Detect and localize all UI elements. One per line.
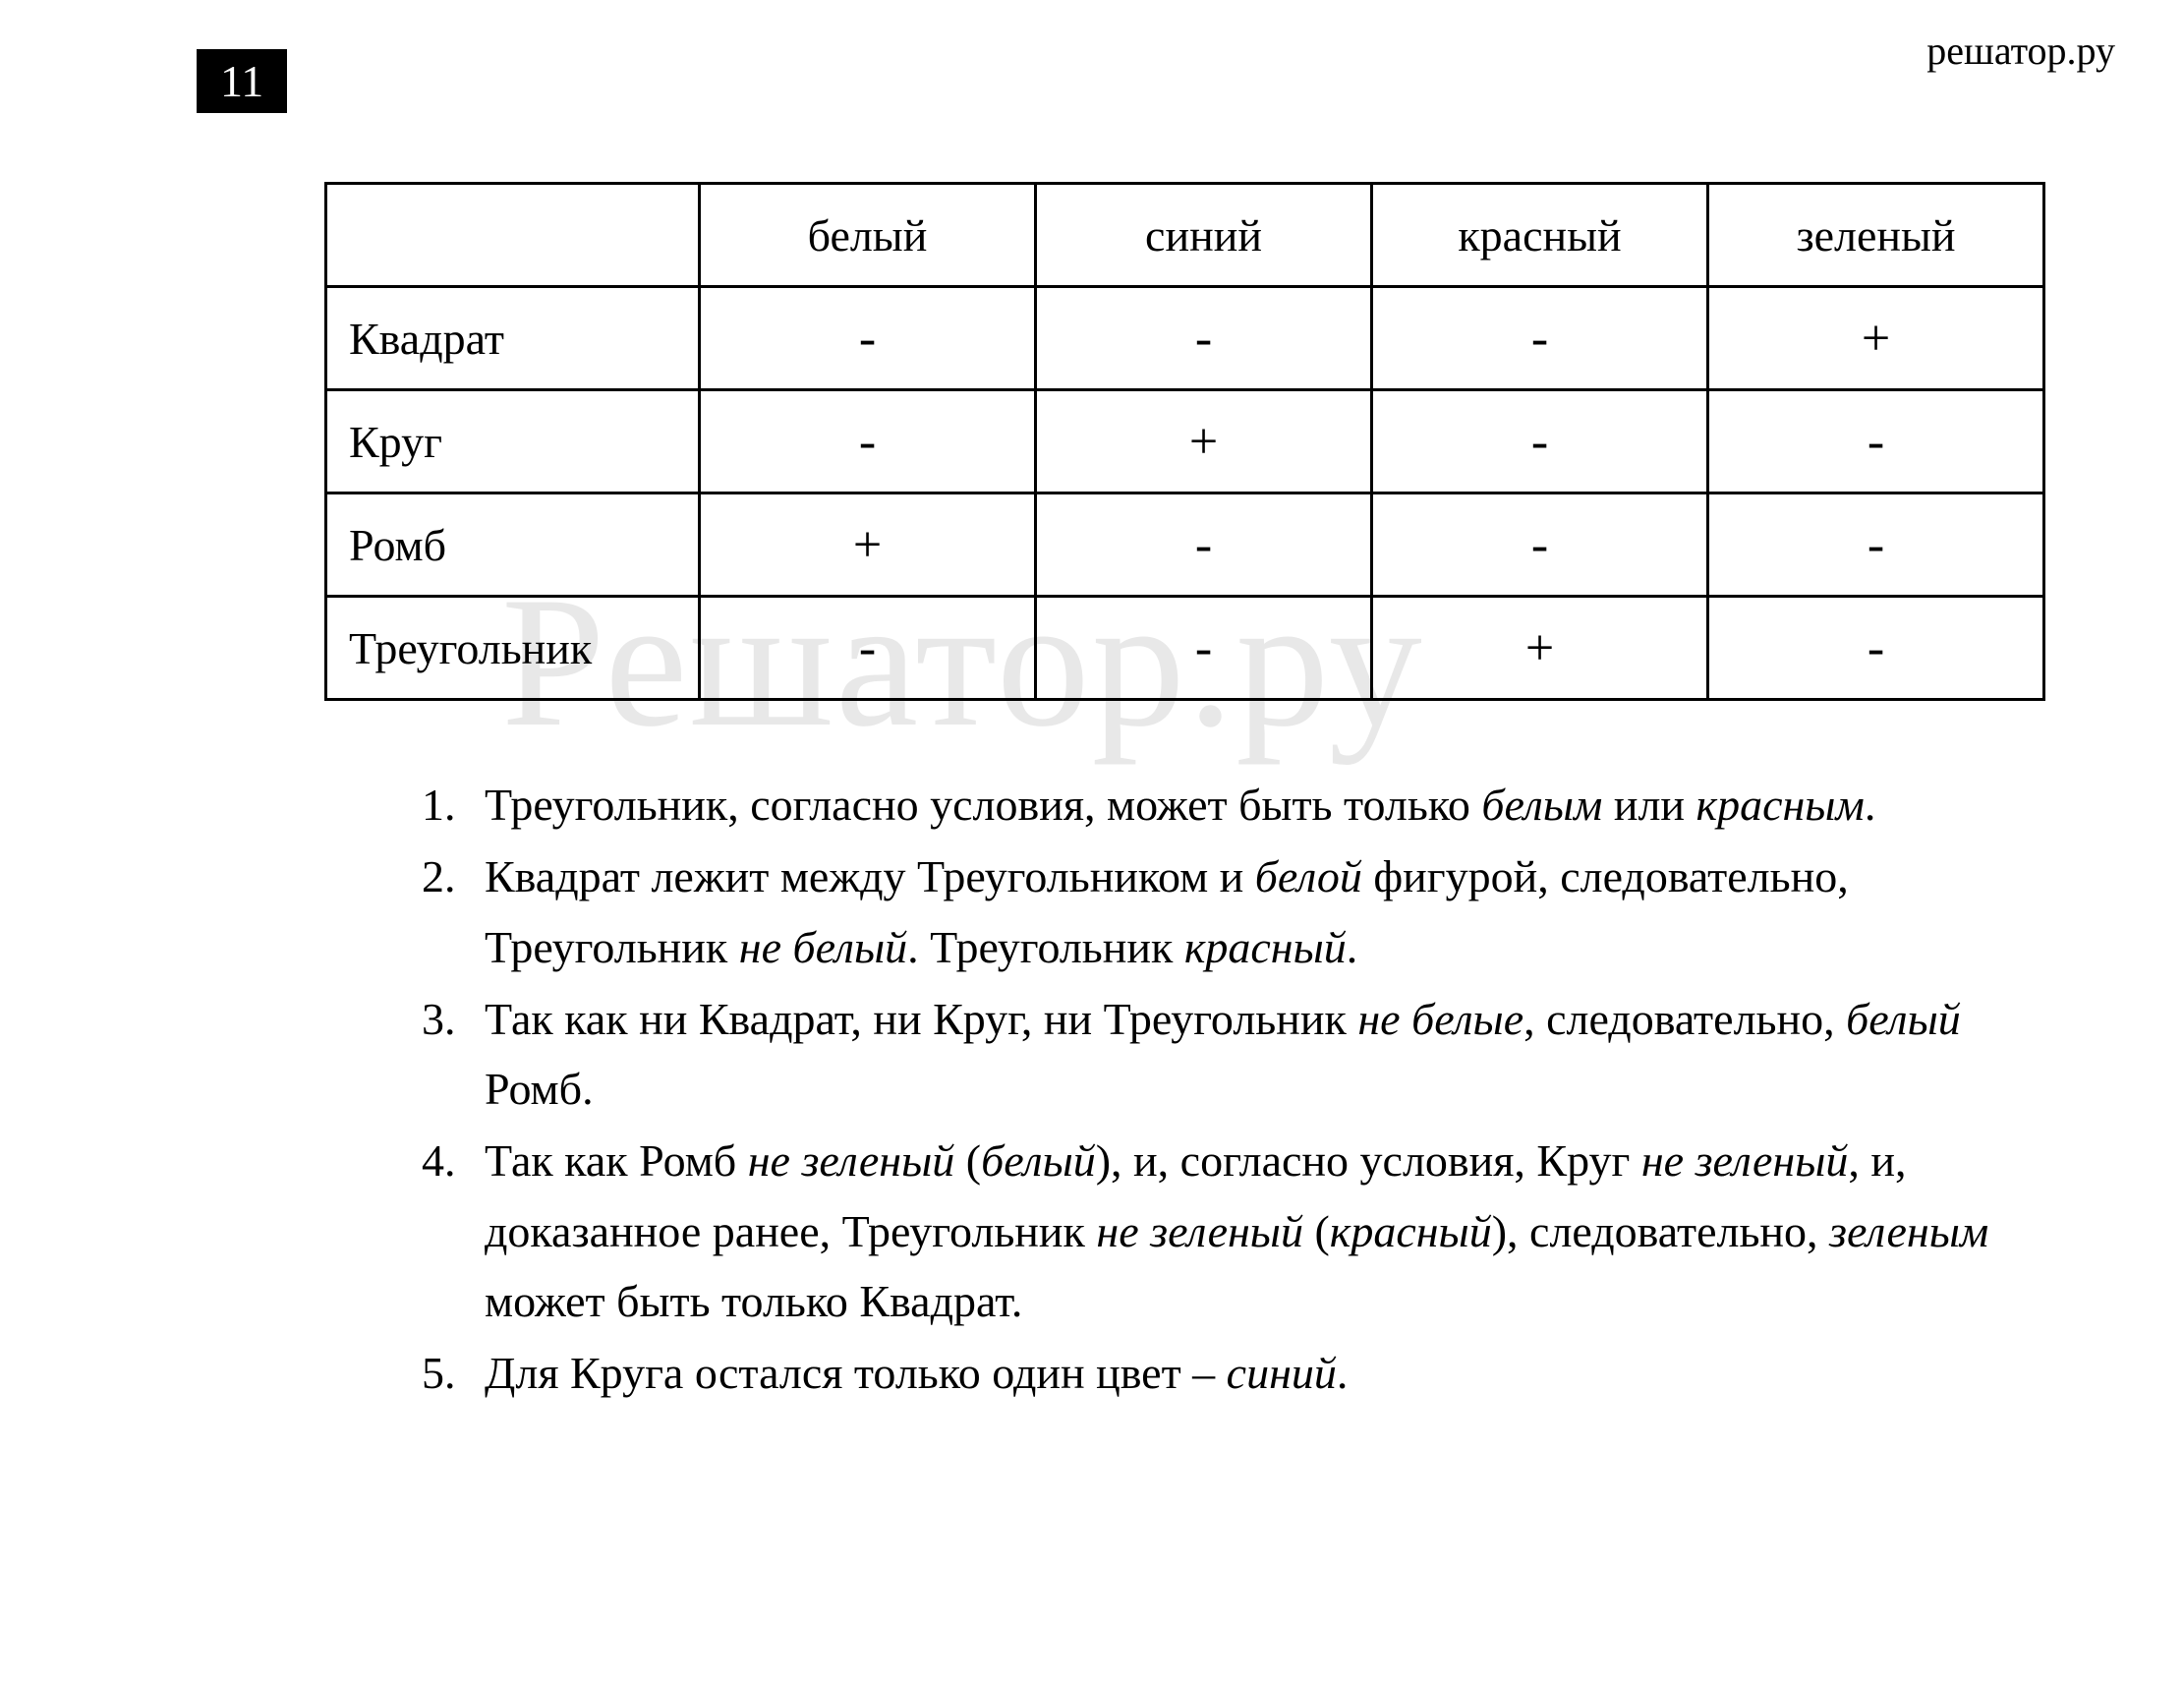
text-run: ), следовательно, — [1492, 1206, 1829, 1256]
text-run: может быть только Квадрат. — [485, 1276, 1022, 1326]
table-cell: - — [1372, 390, 1708, 493]
italic-term: белый — [1846, 994, 1961, 1044]
reasoning-list: Треугольник, согласно условия, может быт… — [467, 770, 2069, 1409]
logic-table: белый синий красный зеленый Квадрат - - … — [324, 182, 2045, 701]
italic-term: не зеленый — [748, 1135, 955, 1186]
table-cell: - — [1708, 597, 2044, 700]
reasoning-step: Так как Ромб не зеленый (белый), и, согл… — [467, 1126, 2069, 1336]
italic-term: не зеленый — [1096, 1206, 1303, 1256]
text-run: Ромб. — [485, 1064, 594, 1114]
table-cell: - — [1036, 597, 1372, 700]
reasoning-step: Так как ни Квадрат, ни Круг, ни Треуголь… — [467, 984, 2069, 1125]
italic-term: красный — [1330, 1206, 1492, 1256]
table-cell: - — [1036, 493, 1372, 597]
reasoning-step: Для Круга остался только один цвет – син… — [467, 1338, 2069, 1408]
col-header: красный — [1372, 184, 1708, 287]
row-label: Квадрат — [326, 287, 700, 390]
col-header: зеленый — [1708, 184, 2044, 287]
text-run: . — [1337, 1348, 1349, 1398]
text-run: . Треугольник — [907, 922, 1184, 972]
table-cell: + — [1708, 287, 2044, 390]
text-run: Треугольник, согласно условия, может быт… — [485, 780, 1481, 830]
text-run: . — [1865, 780, 1876, 830]
table-cell: - — [1372, 493, 1708, 597]
table-cell: - — [1708, 390, 2044, 493]
italic-term: белый — [981, 1135, 1096, 1186]
site-label: решатор.ру — [1926, 28, 2115, 74]
table-cell: - — [700, 390, 1036, 493]
reasoning-step: Треугольник, согласно условия, может быт… — [467, 770, 2069, 840]
col-header: синий — [1036, 184, 1372, 287]
text-run: ), и, согласно условия, Круг — [1096, 1135, 1641, 1186]
table-header-row: белый синий красный зеленый — [326, 184, 2044, 287]
text-run: или — [1602, 780, 1695, 830]
text-run: ( — [1303, 1206, 1330, 1256]
problem-number-badge: 11 — [197, 49, 287, 113]
reasoning-step: Квадрат лежит между Треугольником и бело… — [467, 841, 2069, 982]
table-cell: - — [1036, 287, 1372, 390]
text-run: Так как Ромб — [485, 1135, 748, 1186]
row-label: Треугольник — [326, 597, 700, 700]
italic-term: зеленым — [1829, 1206, 1988, 1256]
text-run: Квадрат лежит между Треугольником и — [485, 851, 1255, 901]
italic-term: синий — [1227, 1348, 1337, 1398]
text-run: . — [1347, 922, 1358, 972]
text-run: ( — [954, 1135, 981, 1186]
table-cell: - — [700, 287, 1036, 390]
table-cell: + — [1036, 390, 1372, 493]
table-row: Квадрат - - - + — [326, 287, 2044, 390]
table-cell: - — [1708, 493, 2044, 597]
table-cell: - — [700, 597, 1036, 700]
content: Решатор.ру белый синий красный зеленый К… — [324, 182, 1997, 1409]
table-cell: - — [1372, 287, 1708, 390]
row-label: Ромб — [326, 493, 700, 597]
italic-term: не белый — [739, 922, 907, 972]
text-run: Для Круга остался только один цвет – — [485, 1348, 1227, 1398]
text-run: , следовательно, — [1523, 994, 1846, 1044]
row-label: Круг — [326, 390, 700, 493]
italic-term: красный — [1184, 922, 1347, 972]
text-run: Так как ни Квадрат, ни Круг, ни Треуголь… — [485, 994, 1357, 1044]
table-cell: + — [1372, 597, 1708, 700]
italic-term: белой — [1255, 851, 1362, 901]
italic-term: не белые — [1357, 994, 1523, 1044]
table-corner-blank — [326, 184, 700, 287]
italic-term: белым — [1481, 780, 1602, 830]
table-cell: + — [700, 493, 1036, 597]
table-row: Круг - + - - — [326, 390, 2044, 493]
italic-term: не зеленый — [1641, 1135, 1849, 1186]
table-row: Ромб + - - - — [326, 493, 2044, 597]
col-header: белый — [700, 184, 1036, 287]
italic-term: красным — [1696, 780, 1865, 830]
table-row: Треугольник - - + - — [326, 597, 2044, 700]
